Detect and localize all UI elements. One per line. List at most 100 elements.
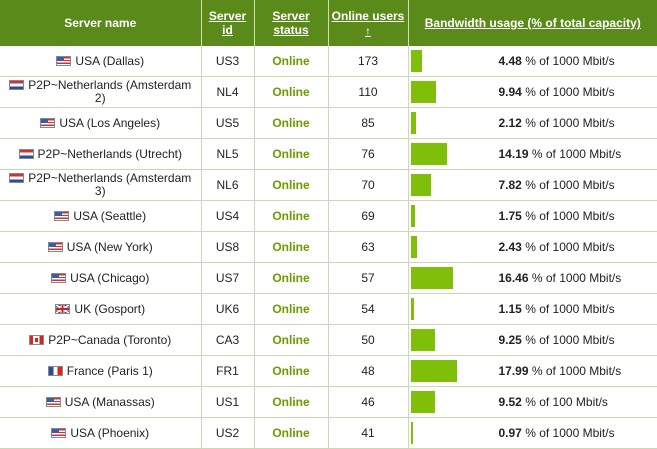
flag-us-icon — [51, 427, 67, 438]
server-status: Online — [254, 355, 329, 387]
bandwidth-text: 2.43 % of 1000 Mbit/s — [499, 240, 615, 254]
flag-us-icon — [45, 396, 61, 407]
server-status: Online — [254, 169, 329, 201]
bandwidth-capacity: % of 1000 Mbit/s — [525, 426, 615, 440]
table-row: USA (Manassas) US1 Online 46 9.52 % of 100 M… — [0, 386, 657, 418]
bandwidth-bar — [410, 360, 457, 382]
online-users: 50 — [328, 324, 409, 356]
bandwidth-percent: 2.43 — [498, 240, 522, 254]
bandwidth-capacity: % of 1000 Mbit/s — [525, 302, 615, 316]
server-name: USA (New York) — [66, 239, 153, 254]
server-status: Online — [254, 386, 329, 418]
flag-fr-icon — [47, 365, 63, 376]
bandwidth-cell: 0.97 % of 1000 Mbit/s — [408, 417, 657, 449]
flag-nl-icon — [18, 148, 34, 159]
server-status: Online — [254, 231, 329, 263]
bandwidth-bar — [410, 143, 447, 165]
bandwidth-percent: 4.48 — [498, 54, 522, 68]
bandwidth-cell: 2.43 % of 1000 Mbit/s — [408, 231, 657, 263]
bandwidth-percent: 1.15 — [498, 302, 522, 316]
server-id: US2 — [201, 417, 255, 449]
bandwidth-bar — [410, 267, 453, 289]
bandwidth-capacity: % of 1000 Mbit/s — [525, 54, 615, 68]
table-row: USA (Chicago) US7 Online 57 16.46 % of 1000 … — [0, 262, 657, 294]
bandwidth-capacity: % of 1000 Mbit/s — [525, 240, 615, 254]
column-header-server-id[interactable]: Server id — [201, 0, 255, 46]
online-users: 85 — [328, 107, 409, 139]
bandwidth-capacity: % of 1000 Mbit/s — [525, 209, 615, 223]
bandwidth-percent: 17.99 — [498, 364, 529, 378]
server-status: Online — [254, 262, 329, 294]
server-id: FR1 — [201, 355, 255, 387]
column-header-bandwidth[interactable]: Bandwidth usage (% of total capacity) — [408, 0, 657, 46]
server-name-cell: P2P~Netherlands (Utrecht) — [0, 138, 202, 170]
bandwidth-text: 4.48 % of 1000 Mbit/s — [499, 54, 615, 68]
server-id: US1 — [201, 386, 255, 418]
bandwidth-percent: 9.25 — [498, 333, 522, 347]
column-header-online-users[interactable]: Online users ↑ — [328, 0, 409, 46]
table-row: USA (Los Angeles) US5 Online 85 2.12 % of 10… — [0, 107, 657, 139]
bandwidth-cell: 14.19 % of 1000 Mbit/s — [408, 138, 657, 170]
server-name: USA (Los Angeles) — [59, 115, 161, 130]
flag-nl-icon — [9, 173, 25, 183]
bandwidth-cell: 4.48 % of 1000 Mbit/s — [408, 46, 657, 77]
bandwidth-capacity: % of 1000 Mbit/s — [525, 85, 615, 99]
server-name: UK (Gosport) — [74, 301, 146, 316]
bandwidth-text: 9.94 % of 1000 Mbit/s — [499, 85, 615, 99]
server-status: Online — [254, 76, 329, 108]
online-users: 173 — [328, 46, 409, 77]
bandwidth-text: 16.46 % of 1000 Mbit/s — [499, 271, 622, 285]
bandwidth-capacity: % of 1000 Mbit/s — [531, 147, 622, 161]
online-users: 76 — [328, 138, 409, 170]
bandwidth-cell: 17.99 % of 1000 Mbit/s — [408, 355, 657, 387]
table-row: USA (Dallas) US3 Online 173 4.48 % of 1000 M… — [0, 46, 657, 77]
server-status: Online — [254, 200, 329, 232]
server-name-cell: USA (Manassas) — [0, 386, 202, 418]
online-users: 70 — [328, 169, 409, 201]
server-id: US4 — [201, 200, 255, 232]
online-users: 54 — [328, 293, 409, 325]
column-header-server-name: Server name — [0, 0, 202, 46]
server-name: USA (Dallas) — [75, 53, 145, 68]
table-row: P2P~Netherlands (Amsterdam 2) NL4 Online 11… — [0, 76, 657, 108]
bandwidth-bar — [410, 329, 435, 351]
column-header-server-status[interactable]: Server status — [254, 0, 329, 46]
bandwidth-bar — [410, 205, 415, 227]
server-name: USA (Seattle) — [73, 208, 147, 223]
server-status: Online — [254, 417, 329, 449]
server-id: UK6 — [201, 293, 255, 325]
server-name: P2P~Canada (Toronto) — [48, 332, 172, 347]
server-name: P2P~Netherlands (Amsterdam 2) — [28, 78, 192, 105]
bandwidth-cell: 9.25 % of 1000 Mbit/s — [408, 324, 657, 356]
server-status: Online — [254, 293, 329, 325]
server-status: Online — [254, 324, 329, 356]
bandwidth-bar — [410, 81, 436, 103]
bandwidth-cell: 9.94 % of 1000 Mbit/s — [408, 76, 657, 108]
bandwidth-cell: 2.12 % of 1000 Mbit/s — [408, 107, 657, 139]
online-users: 57 — [328, 262, 409, 294]
bandwidth-text: 9.52 % of 100 Mbit/s — [499, 395, 608, 409]
bandwidth-bar — [410, 422, 413, 444]
server-name-cell: P2P~Netherlands (Amsterdam 3) — [0, 169, 202, 201]
bandwidth-capacity: % of 1000 Mbit/s — [531, 271, 622, 285]
online-users-label: Online users — [331, 8, 405, 23]
server-status: Online — [254, 107, 329, 139]
server-id: US3 — [201, 46, 255, 77]
bandwidth-text: 14.19 % of 1000 Mbit/s — [499, 147, 622, 161]
bandwidth-percent: 7.82 — [498, 178, 522, 192]
flag-uk-icon — [55, 303, 71, 314]
bandwidth-text: 0.97 % of 1000 Mbit/s — [499, 426, 615, 440]
server-name: USA (Manassas) — [64, 394, 155, 409]
server-id: US8 — [201, 231, 255, 263]
bandwidth-percent: 9.94 — [498, 85, 522, 99]
server-id: NL6 — [201, 169, 255, 201]
server-name: P2P~Netherlands (Utrecht) — [37, 146, 182, 161]
table-row: UK (Gosport) UK6 Online 54 1.15 % of 1000 Mb… — [0, 293, 657, 325]
bandwidth-capacity: % of 1000 Mbit/s — [525, 333, 615, 347]
server-name-cell: USA (Phoenix) — [0, 417, 202, 449]
bandwidth-percent: 2.12 — [498, 116, 522, 130]
bandwidth-capacity: % of 1000 Mbit/s — [525, 116, 615, 130]
bandwidth-cell: 7.82 % of 1000 Mbit/s — [408, 169, 657, 201]
online-users: 41 — [328, 417, 409, 449]
